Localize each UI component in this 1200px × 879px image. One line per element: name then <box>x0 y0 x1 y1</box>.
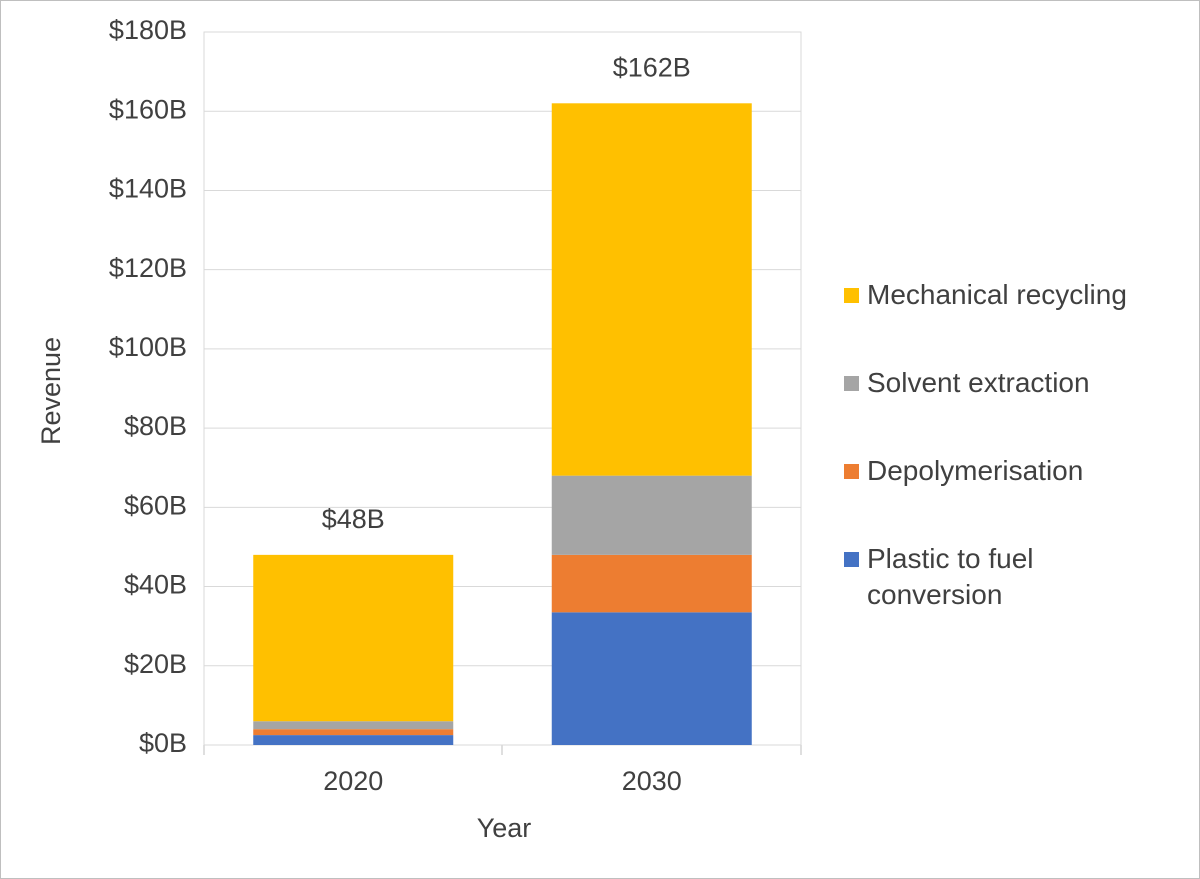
x-tick-label: 2020 <box>323 766 383 796</box>
y-axis-title: Revenue <box>36 337 66 445</box>
y-tick-label: $120B <box>109 253 187 283</box>
legend-swatch <box>844 376 859 391</box>
y-tick-label: $140B <box>109 174 187 204</box>
x-tick-label: 2030 <box>622 766 682 796</box>
bar-segment <box>253 735 454 745</box>
y-tick-label: $40B <box>124 570 187 600</box>
legend-item: Solvent extraction <box>844 365 1184 401</box>
bar-segment <box>253 729 454 736</box>
legend-swatch <box>844 464 859 479</box>
y-tick-label: $0B <box>139 728 187 758</box>
legend-label: Mechanical recycling <box>867 279 1127 310</box>
y-tick-label: $160B <box>109 94 187 124</box>
legend-item: Plastic to fuel conversion <box>844 541 1184 613</box>
x-axis-title: Year <box>477 813 532 843</box>
legend-item: Mechanical recycling <box>844 277 1184 313</box>
legend-label: Solvent extraction <box>867 367 1090 398</box>
total-label: $48B <box>322 504 385 534</box>
y-tick-label: $80B <box>124 411 187 441</box>
bar-segment <box>551 612 752 745</box>
y-tick-label: $180B <box>109 15 187 45</box>
y-tick-label: $20B <box>124 649 187 679</box>
bar-segment <box>551 554 752 613</box>
bar-segment <box>253 554 454 722</box>
total-label: $162B <box>613 52 691 82</box>
legend-item: Depolymerisation <box>844 453 1184 489</box>
y-tick-label: $100B <box>109 332 187 362</box>
legend-swatch <box>844 552 859 567</box>
legend-label: Plastic to fuel conversion <box>867 543 1034 610</box>
bar-segment <box>551 475 752 555</box>
y-tick-label: $60B <box>124 490 187 520</box>
bar-segment <box>253 721 454 730</box>
bar-segment <box>551 103 752 476</box>
legend-swatch <box>844 288 859 303</box>
legend-label: Depolymerisation <box>867 455 1084 486</box>
